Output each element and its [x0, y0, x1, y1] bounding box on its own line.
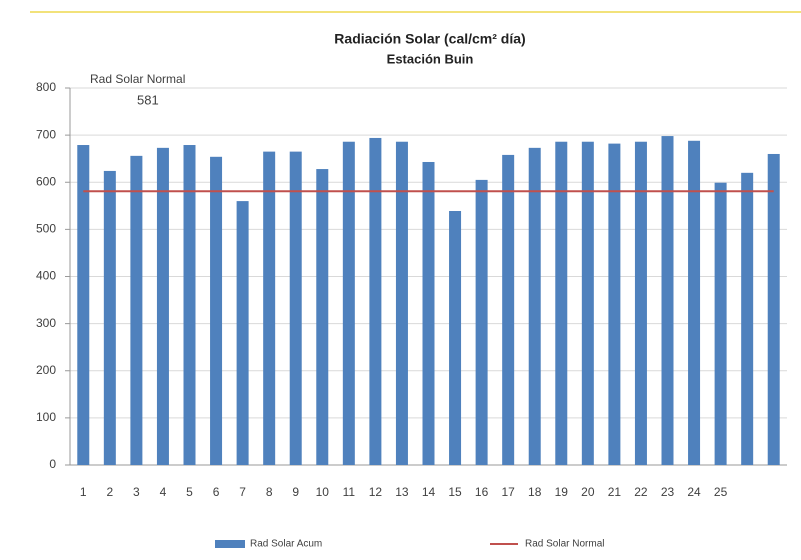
y-tick-label: 400 [36, 269, 56, 283]
x-tick-label: 1 [80, 485, 87, 499]
x-tick-label: 3 [133, 485, 140, 499]
x-tick-label: 5 [186, 485, 193, 499]
bar [555, 141, 568, 465]
legend-swatch [215, 540, 245, 548]
bar [741, 172, 754, 465]
x-tick-label: 12 [369, 485, 383, 499]
legend-label: Rad Solar Normal [525, 539, 604, 550]
bar [77, 145, 90, 466]
bar [688, 140, 701, 465]
y-tick-label: 800 [36, 80, 56, 94]
x-tick-label: 8 [266, 485, 273, 499]
y-tick-label: 100 [36, 410, 56, 424]
bar [767, 153, 780, 465]
annotation: Rad Solar Normal [90, 72, 185, 86]
x-tick-label: 22 [634, 485, 648, 499]
bar [634, 141, 647, 465]
x-tick-label: 21 [608, 485, 622, 499]
bar [156, 147, 169, 465]
x-tick-label: 20 [581, 485, 595, 499]
x-tick-label: 7 [239, 485, 246, 499]
bar [581, 141, 594, 465]
bar [130, 155, 143, 466]
x-tick-label: 9 [292, 485, 299, 499]
x-tick-label: 11 [343, 485, 356, 499]
x-tick-label: 4 [160, 485, 167, 499]
bar [210, 156, 223, 466]
bar [714, 182, 727, 465]
y-tick-label: 300 [36, 316, 56, 330]
chart-subtitle: Estación Buin [387, 51, 474, 66]
y-tick-label: 0 [49, 457, 56, 471]
bar [103, 170, 116, 465]
y-tick-label: 200 [36, 363, 56, 377]
bar [236, 201, 249, 465]
bar [502, 154, 515, 466]
bar [422, 161, 435, 465]
bar [395, 141, 408, 465]
x-tick-label: 15 [448, 485, 462, 499]
bar [528, 147, 541, 465]
x-tick-label: 25 [714, 485, 728, 499]
bar [183, 145, 196, 466]
annotation-value: 581 [137, 92, 159, 107]
x-tick-label: 17 [501, 485, 515, 499]
bar [661, 136, 674, 465]
x-tick-label: 2 [106, 485, 113, 499]
chart-title: Radiación Solar (cal/cm² día) [334, 31, 525, 47]
x-tick-label: 24 [687, 485, 701, 499]
x-tick-label: 19 [555, 485, 569, 499]
x-tick-label: 14 [422, 485, 436, 499]
x-tick-label: 10 [316, 485, 330, 499]
bar [449, 210, 462, 465]
y-tick-label: 700 [36, 127, 56, 141]
x-tick-label: 18 [528, 485, 542, 499]
bar [369, 137, 382, 465]
bar [263, 151, 276, 465]
bar [289, 151, 302, 465]
bar [608, 143, 621, 466]
y-tick-label: 600 [36, 174, 56, 188]
bar [316, 169, 329, 465]
x-tick-label: 23 [661, 485, 675, 499]
bar [475, 179, 488, 466]
bar [342, 141, 355, 465]
x-tick-label: 6 [213, 485, 220, 499]
y-tick-label: 500 [36, 222, 56, 236]
x-tick-label: 13 [395, 485, 409, 499]
x-tick-label: 16 [475, 485, 489, 499]
legend-label: Rad Solar Acum [250, 539, 322, 550]
